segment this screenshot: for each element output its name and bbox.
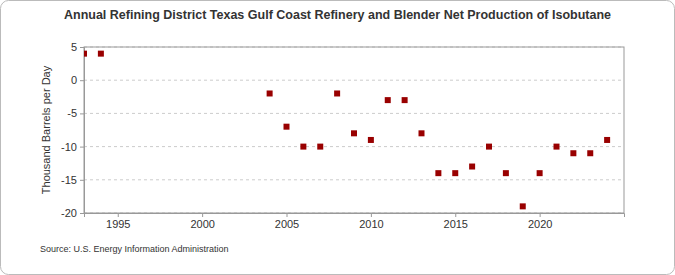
tick-label: 2005 <box>275 218 299 230</box>
tick-mark <box>455 213 456 217</box>
tick-label: -20 <box>61 207 77 219</box>
point <box>284 124 290 130</box>
point <box>334 90 340 96</box>
source: Source: U.S. Energy Information Administ… <box>40 244 229 254</box>
point <box>554 144 560 150</box>
tick-label: 1995 <box>106 218 130 230</box>
tick-mark <box>118 213 119 217</box>
axis-line <box>85 214 625 218</box>
page-border <box>1 1 675 275</box>
point <box>84 51 87 57</box>
points <box>84 51 610 210</box>
point <box>402 97 408 103</box>
point <box>469 164 475 170</box>
point <box>435 170 441 176</box>
point <box>300 144 306 150</box>
tick: 2010 <box>359 213 383 230</box>
tick: 0 <box>71 74 84 86</box>
tick-label: 2015 <box>444 218 468 230</box>
tick: -20 <box>61 207 84 219</box>
point <box>452 170 458 176</box>
tick-mark <box>80 180 84 181</box>
point <box>368 137 374 143</box>
grid-line <box>84 113 624 114</box>
grid-line <box>84 146 624 147</box>
point <box>604 137 610 143</box>
title: Annual Refining District Texas Gulf Coas… <box>64 8 611 22</box>
tick: -10 <box>61 141 84 153</box>
tick-mark <box>287 213 288 217</box>
tick-label: 0 <box>71 74 77 86</box>
point <box>267 90 273 96</box>
point <box>503 170 509 176</box>
tick-mark <box>80 80 84 81</box>
x-axis: 1995 2000 2005 2010 2015 2020 <box>85 213 625 230</box>
grid-line <box>84 80 624 81</box>
point <box>570 150 576 156</box>
point <box>419 130 425 136</box>
tick-label: 2000 <box>190 218 214 230</box>
point <box>385 97 391 103</box>
point <box>520 203 526 209</box>
tick: -15 <box>61 174 84 186</box>
tick: -5 <box>67 107 84 119</box>
y-axis-title: Thousand Barrels per Day <box>40 65 52 194</box>
point <box>537 170 543 176</box>
point <box>486 144 492 150</box>
tick-label: 5 <box>71 41 77 53</box>
tick-mark <box>80 213 84 214</box>
tick-label: 2020 <box>528 218 552 230</box>
axis-line <box>80 48 85 214</box>
tick: 5 <box>71 41 84 53</box>
point <box>98 51 104 57</box>
tick: 2005 <box>275 213 299 230</box>
point <box>317 144 323 150</box>
tick-label: -5 <box>67 107 77 119</box>
tick-mark <box>202 213 203 217</box>
point <box>351 130 357 136</box>
tick-mark <box>540 213 541 217</box>
plot-frame <box>84 47 624 213</box>
y-axis: 5 0 -5 -10 -15 -20 <box>61 41 84 219</box>
tick-label: -15 <box>61 174 77 186</box>
grid-line <box>84 179 624 180</box>
tick-mark <box>80 113 84 114</box>
tick: 1995 <box>106 213 130 230</box>
tick-mark <box>80 147 84 148</box>
tick-label: -10 <box>61 141 77 153</box>
tick: 2000 <box>190 213 214 230</box>
grid <box>84 47 624 213</box>
tick-label: 2010 <box>359 218 383 230</box>
tick-mark <box>80 47 84 48</box>
point <box>587 150 593 156</box>
tick-mark <box>371 213 372 217</box>
tick: 2015 <box>444 213 468 230</box>
tick: 2020 <box>528 213 552 230</box>
